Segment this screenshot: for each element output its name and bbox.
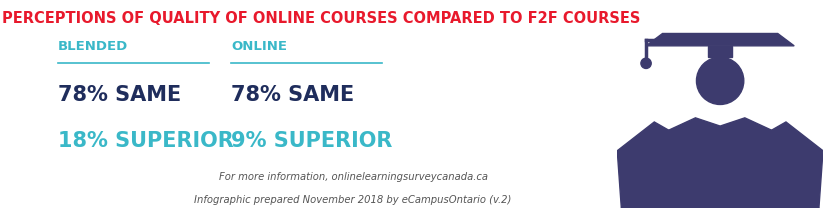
Text: 9% SUPERIOR: 9% SUPERIOR (231, 131, 393, 151)
Text: PERCEPTIONS OF QUALITY OF ONLINE COURSES COMPARED TO F2F COURSES: PERCEPTIONS OF QUALITY OF ONLINE COURSES… (2, 11, 640, 26)
Circle shape (641, 58, 651, 68)
Text: Infographic prepared November 2018 by eCampusOntario (v.2): Infographic prepared November 2018 by eC… (194, 195, 512, 206)
Polygon shape (621, 118, 819, 208)
Polygon shape (704, 101, 737, 102)
Text: 78% SAME: 78% SAME (231, 85, 355, 105)
Polygon shape (646, 34, 794, 46)
Text: BLENDED: BLENDED (58, 40, 128, 53)
FancyBboxPatch shape (708, 46, 732, 57)
Text: 78% SAME: 78% SAME (58, 85, 181, 105)
Polygon shape (617, 122, 668, 208)
Text: ONLINE: ONLINE (231, 40, 287, 53)
Text: 18% SUPERIOR: 18% SUPERIOR (58, 131, 234, 151)
Polygon shape (708, 101, 732, 122)
Polygon shape (771, 122, 823, 208)
Text: For more information, onlinelearningsurveycanada.ca: For more information, onlinelearningsurv… (219, 172, 487, 182)
Circle shape (696, 57, 744, 104)
